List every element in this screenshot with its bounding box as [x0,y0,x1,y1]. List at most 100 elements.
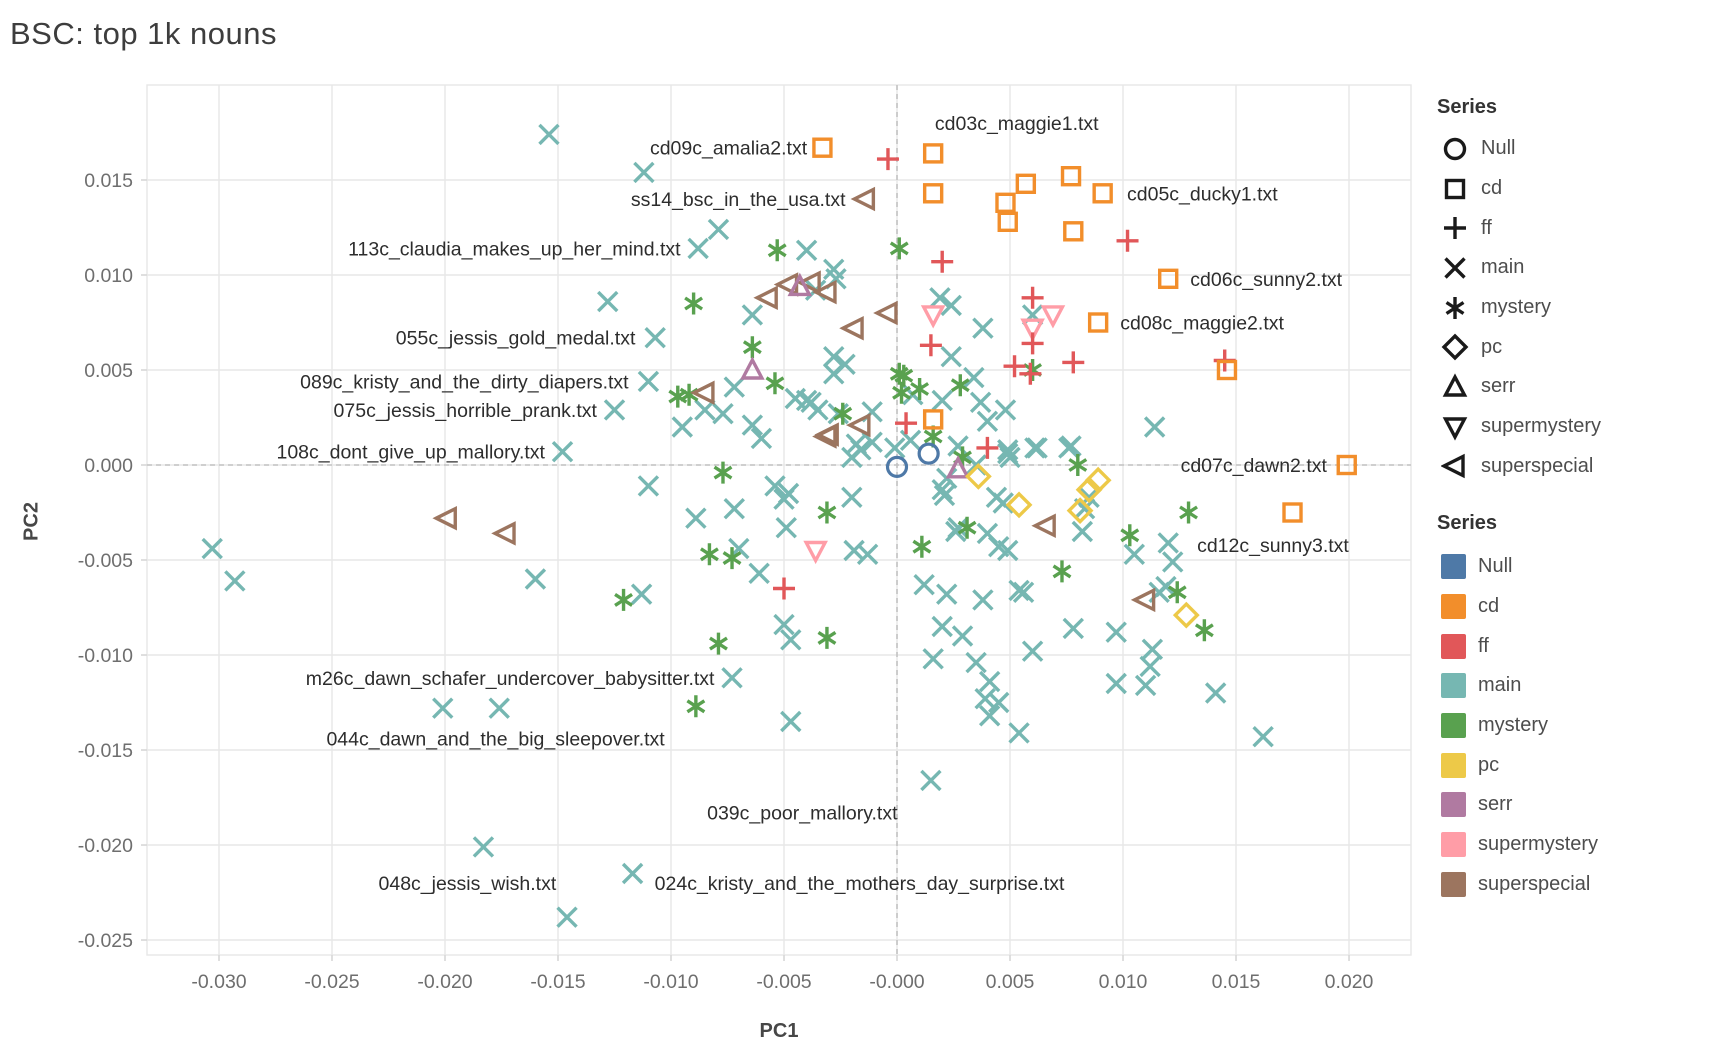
marker-main[interactable] [671,416,694,438]
marker-main[interactable] [843,539,865,562]
marker-main[interactable] [644,327,666,349]
marker-main[interactable] [1021,640,1044,662]
color-legend-item-pc[interactable]: pc [1437,745,1697,785]
marker-main[interactable] [994,399,1017,421]
marker-mystery[interactable] [912,535,932,558]
marker-superspecial[interactable] [1130,587,1156,613]
marker-serr[interactable] [740,356,765,380]
marker-main[interactable] [963,366,985,389]
marker-cd[interactable] [1092,183,1113,204]
marker-pc[interactable] [1066,497,1094,525]
marker-main[interactable] [1204,682,1227,704]
marker-main[interactable] [974,688,996,710]
marker-supermystery[interactable] [803,540,828,565]
marker-mystery[interactable] [1167,581,1187,604]
shape-legend-item-ff[interactable]: ff [1437,208,1697,248]
marker-main[interactable] [933,484,956,507]
marker-main[interactable] [947,435,969,457]
marker-main[interactable] [597,290,619,313]
marker-mystery[interactable] [894,364,914,387]
marker-serr[interactable] [787,272,813,297]
marker-superspecial[interactable] [690,380,715,406]
marker-main[interactable] [827,403,849,425]
shape-legend-item-main[interactable]: main [1437,248,1697,288]
marker-ff[interactable] [876,148,899,171]
marker-cd[interactable] [1063,221,1084,242]
marker-pc[interactable] [1005,491,1033,519]
marker-main[interactable] [929,287,951,309]
marker-main[interactable] [913,574,935,596]
marker-main[interactable] [201,537,223,560]
marker-main[interactable] [773,488,795,510]
marker-mystery[interactable] [765,372,785,395]
marker-main[interactable] [741,304,764,326]
marker-main[interactable] [637,370,660,393]
marker-main[interactable] [920,769,942,792]
marker-main[interactable] [951,625,974,647]
marker-superspecial[interactable] [753,285,778,311]
marker-main[interactable] [524,568,547,590]
marker-mystery[interactable] [1068,454,1088,477]
marker-mystery[interactable] [722,547,742,570]
shape-legend-item-superspecial[interactable]: superspecial [1437,447,1697,487]
marker-main[interactable] [936,583,958,605]
marker-main[interactable] [551,441,574,463]
color-legend-item-ff[interactable]: ff [1437,626,1697,666]
marker-main[interactable] [823,346,845,368]
marker-main[interactable] [997,439,1019,461]
marker-superspecial[interactable] [850,186,876,212]
marker-main[interactable] [861,431,883,453]
marker-main[interactable] [988,536,1010,558]
marker-main[interactable] [780,629,802,651]
marker-mystery[interactable] [709,632,728,655]
marker-main[interactable] [999,446,1021,469]
marker-main[interactable] [1062,617,1084,640]
marker-cd[interactable] [1087,312,1109,333]
marker-main[interactable] [1123,543,1146,566]
color-legend-item-main[interactable]: main [1437,666,1697,706]
marker-main[interactable] [965,651,987,674]
marker-supermystery[interactable] [920,305,946,329]
marker-main[interactable] [1252,726,1274,748]
marker-mystery[interactable] [1194,619,1214,642]
color-legend-item-mystery[interactable]: mystery [1437,706,1697,746]
marker-main[interactable] [800,391,822,414]
marker-main[interactable] [1105,621,1127,643]
marker-ff[interactable] [919,334,942,357]
marker-main[interactable] [841,486,863,509]
marker-cd[interactable] [1015,173,1037,195]
marker-cd[interactable] [995,192,1016,214]
marker-mystery[interactable] [1120,524,1140,547]
marker-main[interactable] [707,218,730,241]
marker-main[interactable] [603,399,626,421]
marker-main[interactable] [750,427,773,450]
shape-legend-item-serr[interactable]: serr [1437,367,1697,407]
marker-main[interactable] [856,543,879,566]
marker-main[interactable] [630,583,653,605]
marker-main[interactable] [823,363,845,385]
color-legend-item-serr[interactable]: serr [1437,785,1697,825]
shape-legend-item-mystery[interactable]: mystery [1437,288,1697,328]
marker-main[interactable] [976,410,999,433]
marker-main[interactable] [538,123,560,146]
marker-main[interactable] [432,697,454,719]
marker-supermystery[interactable] [1020,318,1045,342]
marker-main[interactable] [685,507,707,529]
color-legend-item-cd[interactable]: cd [1437,587,1697,627]
marker-cd[interactable] [1158,268,1179,290]
color-legend-item-Null[interactable]: Null [1437,547,1697,587]
marker-ff[interactable] [895,412,918,435]
marker-main[interactable] [780,710,802,733]
marker-Null[interactable] [885,455,909,479]
marker-mystery[interactable] [700,543,719,566]
marker-main[interactable] [1157,532,1179,554]
marker-superspecial[interactable] [432,505,457,531]
marker-main[interactable] [922,648,944,670]
marker-main[interactable] [940,294,962,317]
marker-cd[interactable] [922,183,944,204]
marker-cd[interactable] [1060,166,1082,187]
marker-main[interactable] [1008,722,1030,744]
marker-main[interactable] [1105,672,1127,695]
marker-mystery[interactable] [892,381,911,404]
marker-main[interactable] [841,446,863,469]
